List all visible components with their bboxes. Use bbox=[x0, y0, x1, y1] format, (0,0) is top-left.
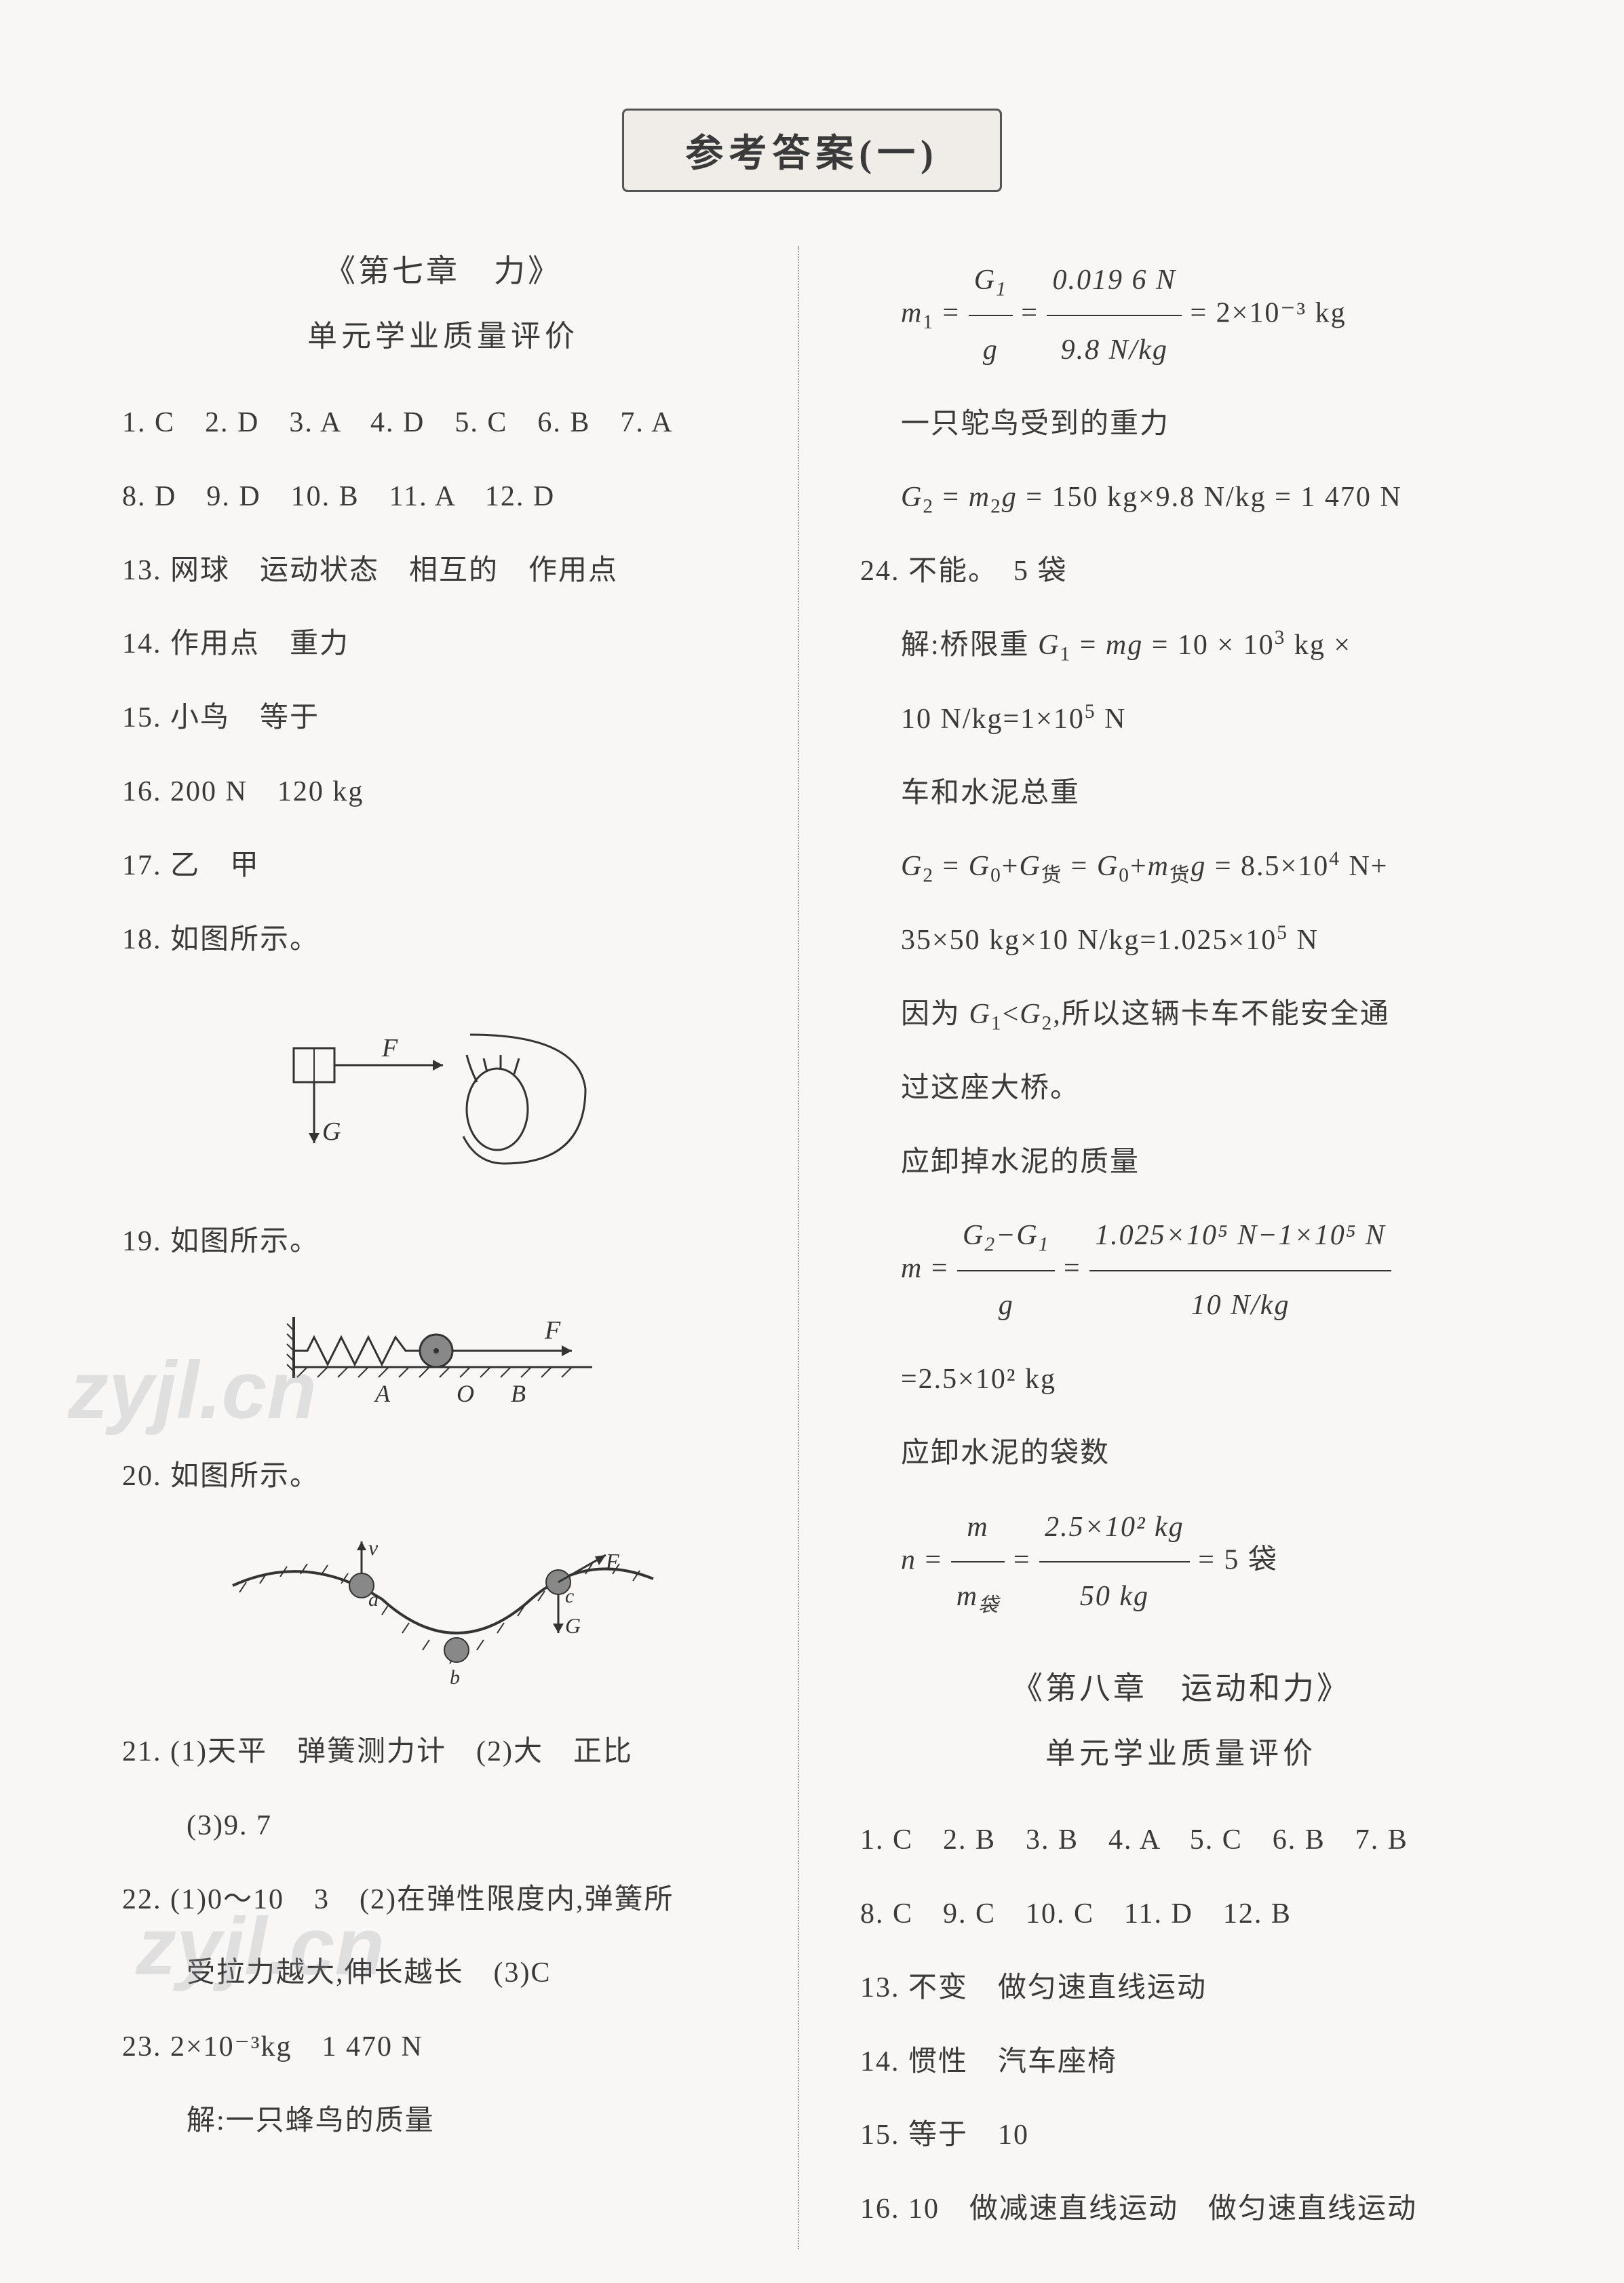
svg-text:G: G bbox=[322, 1117, 341, 1146]
svg-text:F: F bbox=[605, 1549, 619, 1573]
answer-line: (3)9. 7 bbox=[122, 1792, 764, 1860]
page-title: 参考答案(一) bbox=[622, 109, 1001, 192]
answer-line: 13. 不变 做匀速直线运动 bbox=[860, 1954, 1502, 2022]
answer-line: 18. 如图所示。 bbox=[122, 906, 764, 974]
chapter7-title: 《第七章 力》 bbox=[122, 246, 764, 291]
chapter8-subtitle: 单元学业质量评价 bbox=[860, 1729, 1502, 1772]
answer-line: 13. 网球 运动状态 相互的 作用点 bbox=[122, 537, 764, 605]
answer-line: 17. 乙 甲 bbox=[122, 832, 764, 900]
svg-text:G: G bbox=[565, 1613, 581, 1638]
diagram-18: F G bbox=[122, 994, 764, 1187]
svg-text:B: B bbox=[511, 1380, 526, 1407]
answer-line: 14. 作用点 重力 bbox=[122, 610, 764, 678]
answer-line: 8. C 9. C 10. C 11. D 12. B bbox=[860, 1880, 1502, 1949]
svg-text:F: F bbox=[381, 1034, 398, 1062]
formula-line: m1 = G1g = 0.019 6 N9.8 N/kg = 2×10⁻³ kg bbox=[860, 246, 1502, 385]
svg-text:b: b bbox=[450, 1666, 460, 1689]
chapter7-subtitle: 单元学业质量评价 bbox=[122, 311, 764, 355]
diagram-20: v a b c F G bbox=[122, 1531, 764, 1697]
answer-line: 15. 等于 10 bbox=[860, 2101, 1502, 2170]
answer-line: 23. 2×10⁻³kg 1 470 N bbox=[122, 2013, 764, 2081]
answer-line: 过这座大桥。 bbox=[860, 1054, 1502, 1123]
answer-line: 20. 如图所示。 bbox=[122, 1442, 764, 1511]
svg-text:F: F bbox=[544, 1316, 561, 1345]
answer-line: 14. 惯性 汽车座椅 bbox=[860, 2028, 1502, 2096]
answer-line: G2 = m2g = 150 kg×9.8 N/kg = 1 470 N bbox=[860, 463, 1502, 532]
force-diagram-icon: F G bbox=[267, 994, 619, 1184]
answer-line: 19. 如图所示。 bbox=[122, 1208, 764, 1276]
answer-line: 22. (1)0～10 3 (2)在弹性限度内,弹簧所 bbox=[122, 1866, 764, 1934]
answer-line: 应卸掉水泥的质量 bbox=[860, 1128, 1502, 1197]
answer-line: 16. 200 N 120 kg bbox=[122, 758, 764, 826]
answer-line: 车和水泥总重 bbox=[860, 759, 1502, 828]
answer-line: 一只鸵鸟受到的重力 bbox=[860, 390, 1502, 459]
answer-line: 1. C 2. B 3. B 4. A 5. C 6. B 7. B bbox=[860, 1806, 1502, 1875]
answer-line: 1. C 2. D 3. A 4. D 5. C 6. B 7. A bbox=[122, 389, 764, 457]
svg-text:O: O bbox=[457, 1380, 474, 1407]
answer-line: 10 N/kg=1×105 N bbox=[860, 685, 1502, 754]
page-header: 参考答案(一) bbox=[122, 109, 1502, 192]
svg-text:c: c bbox=[565, 1585, 574, 1607]
answer-line: 因为 G1<G2,所以这辆卡车不能安全通 bbox=[860, 980, 1502, 1049]
formula-line: n = mm袋 = 2.5×10² kg50 kg = 5 袋 bbox=[860, 1493, 1502, 1632]
answer-line: 15. 小鸟 等于 bbox=[122, 684, 764, 752]
left-column: 《第七章 力》 单元学业质量评价 1. C 2. D 3. A 4. D 5. … bbox=[122, 246, 799, 2249]
answer-line: 8. D 9. D 10. B 11. A 12. D bbox=[122, 463, 764, 531]
svg-text:A: A bbox=[374, 1380, 391, 1407]
answer-line: G2 = G0+G货 = G0+m货g = 8.5×104 N+ bbox=[860, 832, 1502, 901]
chapter8-title: 《第八章 运动和力》 bbox=[860, 1664, 1502, 1708]
curve-diagram-icon: v a b c F G bbox=[206, 1531, 680, 1694]
svg-text:a: a bbox=[368, 1588, 379, 1611]
answer-line: 24. 不能。 5 袋 bbox=[860, 537, 1502, 606]
content-columns: 《第七章 力》 单元学业质量评价 1. C 2. D 3. A 4. D 5. … bbox=[122, 246, 1502, 2249]
diagram-19: F A O B bbox=[122, 1297, 764, 1422]
spring-diagram-icon: F A O B bbox=[253, 1297, 633, 1419]
formula-line: m = G2−G1g = 1.025×10⁵ N−1×10⁵ N10 N/kg bbox=[860, 1202, 1502, 1340]
answer-line: 应卸水泥的袋数 bbox=[860, 1419, 1502, 1488]
answer-line: 35×50 kg×10 N/kg=1.025×105 N bbox=[860, 906, 1502, 975]
svg-text:v: v bbox=[368, 1535, 379, 1560]
answer-line: =2.5×10² kg bbox=[860, 1345, 1502, 1414]
answer-line: 解:桥限重 G1 = mg = 10 × 103 kg × bbox=[860, 611, 1502, 680]
answer-line: 16. 10 做减速直线运动 做匀速直线运动 bbox=[860, 2175, 1502, 2244]
answer-line: 21. (1)天平 弹簧测力计 (2)大 正比 bbox=[122, 1718, 764, 1786]
right-column: m1 = G1g = 0.019 6 N9.8 N/kg = 2×10⁻³ kg… bbox=[826, 246, 1502, 2249]
answer-line: 受拉力越大,伸长越长 (3)C bbox=[122, 1939, 764, 2008]
answer-line: 解:一只蜂鸟的质量 bbox=[122, 2087, 764, 2155]
